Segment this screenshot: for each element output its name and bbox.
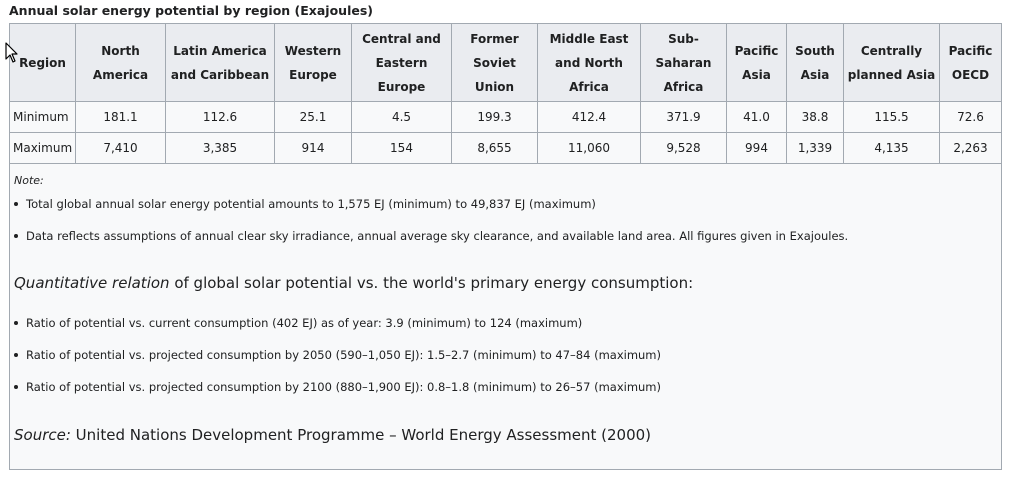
column-header: Pacific Asia: [726, 23, 787, 102]
column-header-line: Former: [470, 31, 519, 46]
table-cell: 9,528: [640, 132, 727, 164]
column-header-line: Sub-: [668, 31, 699, 46]
column-header-line: Africa: [663, 79, 704, 94]
ratio-bullet-2050: Ratio of potential vs. projected consump…: [14, 348, 661, 362]
table-cell: 7,410: [75, 132, 166, 164]
column-header-line: planned Asia: [847, 67, 936, 82]
column-header: Central and Eastern Europe: [351, 23, 452, 102]
column-header-line: Soviet: [473, 55, 516, 70]
ratio-bullet-current: Ratio of potential vs. current consumpti…: [14, 316, 582, 330]
column-header: Middle East and North Africa: [537, 23, 641, 102]
column-header-line: and North: [555, 55, 623, 70]
table-cell: 72.6: [939, 101, 1002, 133]
heading-rest: of global solar potential vs. the world'…: [169, 274, 694, 292]
table-cell: 38.8: [786, 101, 844, 133]
column-header: Former Soviet Union: [451, 23, 538, 102]
note-bullet-total: Total global annual solar energy potenti…: [14, 197, 596, 211]
ratio-bullet-2100: Ratio of potential vs. projected consump…: [14, 380, 661, 394]
column-header: Sub- Saharan Africa: [640, 23, 727, 102]
table-cell: 25.1: [274, 101, 352, 133]
column-header: Centrally planned Asia: [843, 23, 940, 102]
source-line: Source: United Nations Development Progr…: [14, 426, 651, 444]
column-header-line: Asia: [742, 67, 771, 82]
note-bullet-assumptions: Data reflects assumptions of annual clea…: [14, 229, 848, 243]
column-header: North America: [75, 23, 166, 102]
column-header: South Asia: [786, 23, 844, 102]
column-header-line: Region: [19, 55, 66, 70]
row-label: Minimum: [9, 101, 76, 133]
column-header-line: Pacific: [734, 43, 779, 58]
table-cell: 1,339: [786, 132, 844, 164]
heading-italic: Quantitative relation: [14, 274, 170, 292]
column-header-line: South: [795, 43, 835, 58]
column-header: Pacific OECD: [939, 23, 1002, 102]
notes-row: Note: Total global annual solar energy p…: [9, 163, 1002, 470]
column-header-line: Middle East: [549, 31, 629, 46]
table-cell: 41.0: [726, 101, 787, 133]
table-caption: Annual solar energy potential by region …: [9, 3, 373, 18]
column-header-line: Pacific: [948, 43, 993, 58]
notes-cell: Note: Total global annual solar energy p…: [9, 163, 1002, 470]
column-header-line: America: [92, 67, 149, 82]
table-cell: 371.9: [640, 101, 727, 133]
table-cell: 914: [274, 132, 352, 164]
source-label: Source:: [14, 426, 71, 444]
table-cell: 4,135: [843, 132, 940, 164]
table-cell: 412.4: [537, 101, 641, 133]
column-header-line: Saharan: [655, 55, 712, 70]
column-header-line: Eastern: [375, 55, 428, 70]
column-header-line: North: [101, 43, 140, 58]
solar-potential-table: Region North America Latin America and Carib…: [9, 23, 1002, 470]
column-header-line: Africa: [569, 79, 609, 94]
column-header-line: Latin America: [173, 43, 267, 58]
table-row: Minimum 181.1 112.6 25.1 4.5 199.3 412.4 371.9 4…: [9, 101, 1002, 133]
table-row: Maximum 7,410 3,385 914 154 8,655 11,060 9,528 9…: [9, 132, 1002, 164]
column-header: Latin America and Caribbean: [165, 23, 275, 102]
table-cell: 112.6: [165, 101, 275, 133]
table-cell: 994: [726, 132, 787, 164]
table-cell: 2,263: [939, 132, 1002, 164]
column-header-line: Centrally: [860, 43, 923, 58]
table-cell: 8,655: [451, 132, 538, 164]
row-label: Maximum: [9, 132, 76, 164]
column-header-line: Europe: [377, 79, 426, 94]
column-header-line: Western: [284, 43, 342, 58]
source-text: United Nations Development Programme – W…: [70, 426, 652, 444]
table-cell: 199.3: [451, 101, 538, 133]
table-cell: 4.5: [351, 101, 452, 133]
header-row: Region North America Latin America and Carib…: [9, 23, 1002, 102]
table-cell: 3,385: [165, 132, 275, 164]
table-cell: 11,060: [537, 132, 641, 164]
note-label: Note:: [14, 174, 44, 187]
column-header-line: Central and: [362, 31, 441, 46]
column-header: Western Europe: [274, 23, 352, 102]
table-cell: 154: [351, 132, 452, 164]
column-header-line: Europe: [289, 67, 337, 82]
table-cell: 115.5: [843, 101, 940, 133]
column-header: Region: [9, 23, 76, 102]
column-header-line: Asia: [800, 67, 830, 82]
mouse-cursor-icon: [5, 42, 18, 63]
quantitative-relation-heading: Quantitative relation of global solar po…: [14, 274, 693, 292]
table-cell: 181.1: [75, 101, 166, 133]
column-header-line: OECD: [951, 67, 990, 82]
column-header-line: Union: [474, 79, 515, 94]
column-header-line: and Caribbean: [170, 67, 270, 82]
